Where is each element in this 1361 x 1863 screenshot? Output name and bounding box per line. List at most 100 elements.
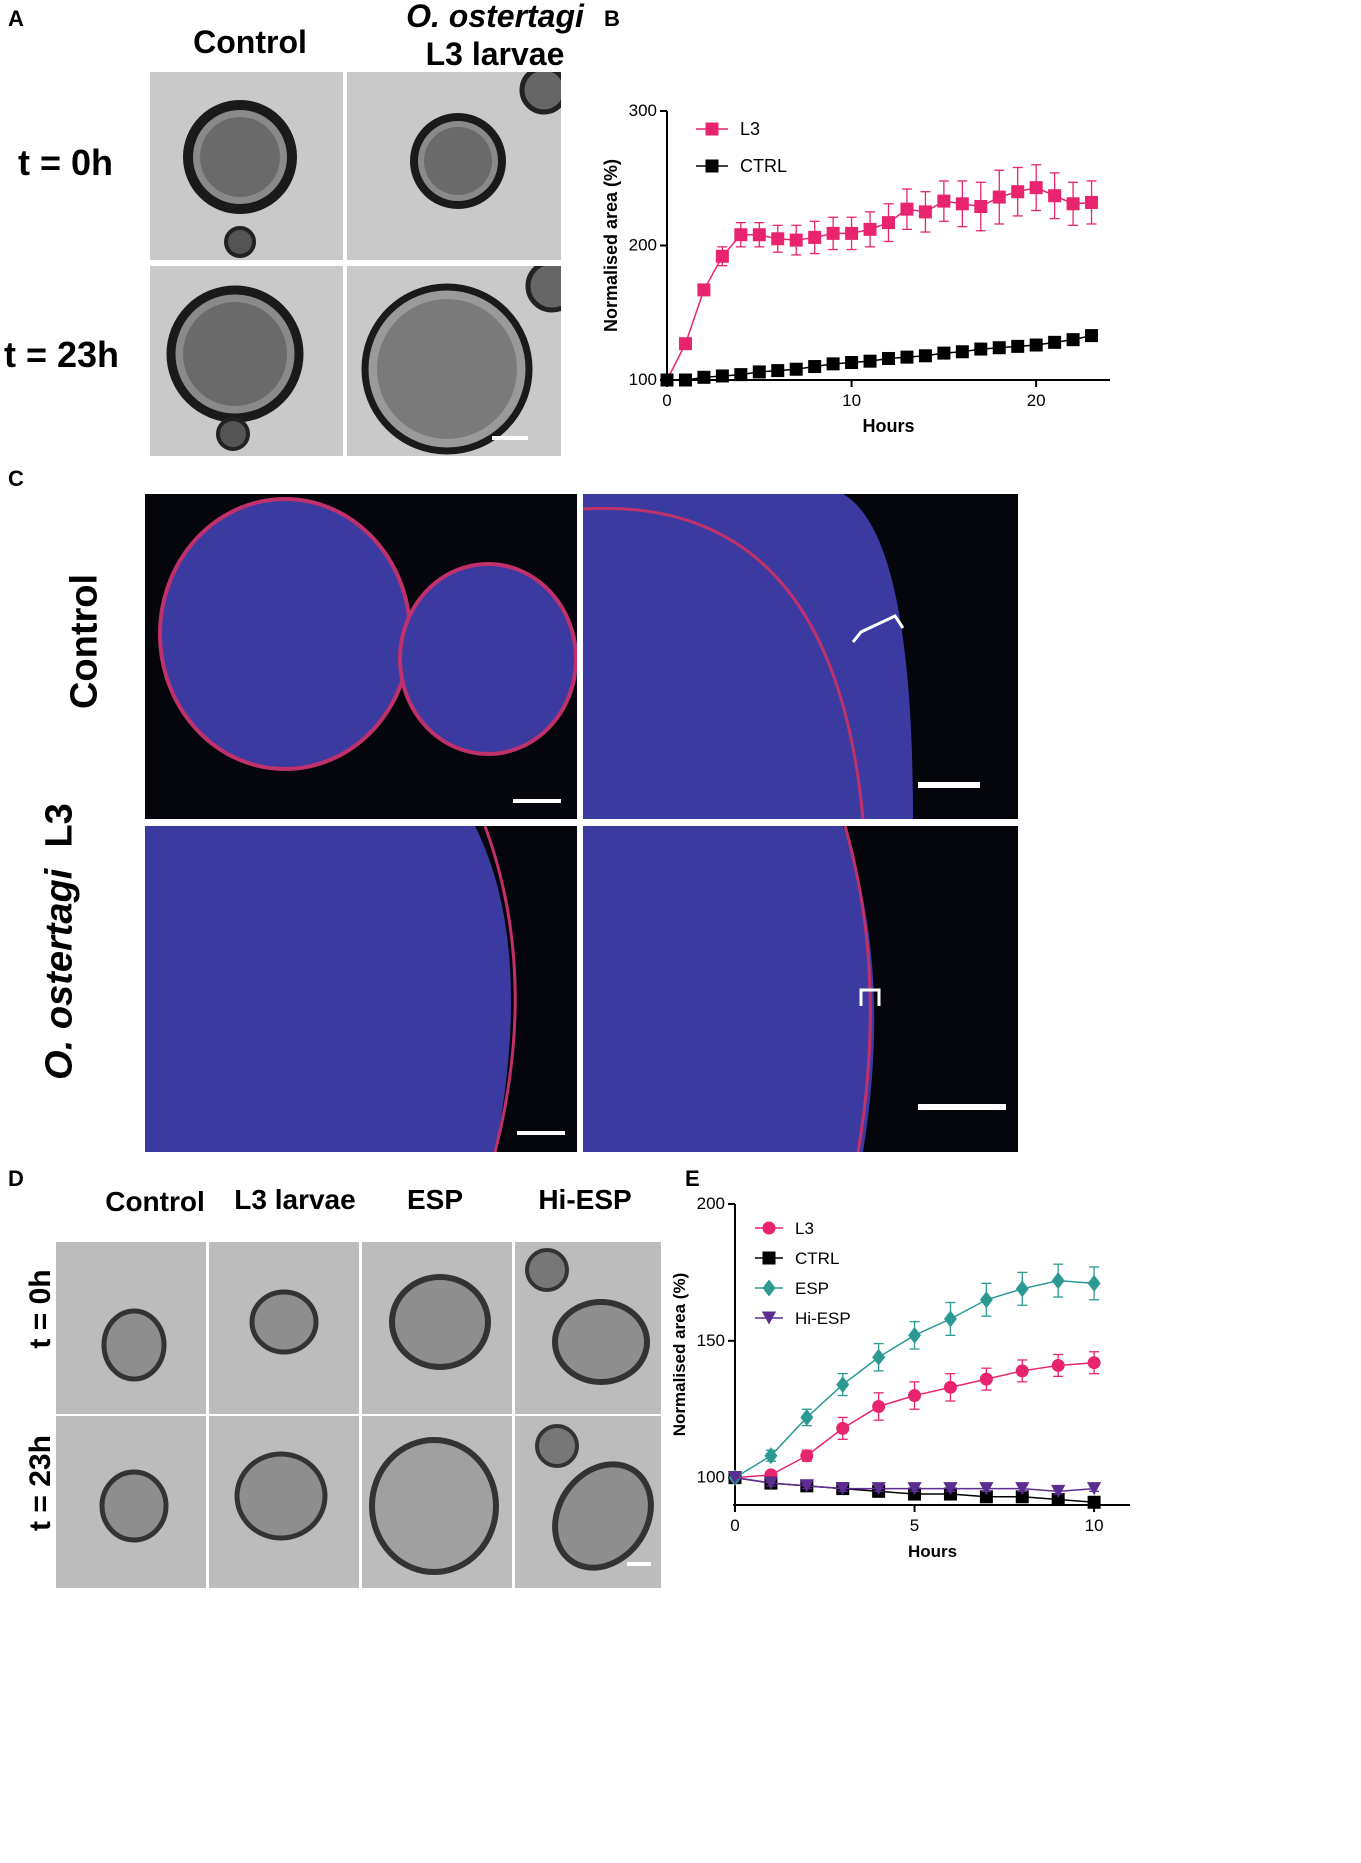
data-point-l3 (678, 337, 692, 351)
data-point-ctrl (955, 345, 969, 359)
fluorescence-c-control-zoom (583, 494, 1018, 819)
micrograph-a-control-23h (150, 266, 343, 456)
row-label-c-l3: O. ostertagi L3 (39, 782, 82, 1102)
data-point-ctrl (937, 346, 951, 360)
data-point-ctrl (826, 357, 840, 371)
row-label-d-t0: t = 0h (24, 1269, 57, 1349)
data-point-l3 (1066, 197, 1080, 211)
legend-label-esp: ESP (795, 1279, 829, 1298)
y-axis-label: Normalised area (%) (601, 159, 621, 332)
series-line-esp (734, 1279, 1095, 1479)
data-point-hi-esp (835, 1482, 850, 1496)
data-point-hi-esp (1086, 1482, 1102, 1496)
organoid-image (535, 1424, 654, 1571)
x-tick-label: 0 (730, 1516, 739, 1535)
data-point-l3 (992, 190, 1006, 204)
x-tick-label: 10 (1085, 1516, 1104, 1535)
data-point-hi-esp (979, 1482, 994, 1496)
data-point-hi-esp (907, 1482, 922, 1496)
data-point-l3 (1015, 1364, 1029, 1378)
data-point-l3 (863, 222, 877, 236)
data-point-ctrl (979, 1490, 993, 1504)
organoid-image (361, 266, 561, 455)
series-line-l3 (666, 186, 1092, 381)
x-axis-label: Hours (908, 1542, 957, 1561)
organoid-image (389, 1274, 491, 1370)
data-point-ctrl (1087, 1495, 1101, 1509)
micrograph-d-control-23h (56, 1416, 206, 1588)
chart-e: 100 150 200 0 5 10 Hours Normalised area (%) L3 C… (670, 1194, 1130, 1561)
organoid-image (101, 1308, 167, 1382)
scale-bar (918, 1104, 1006, 1110)
fluorescence-c-control-overview (145, 494, 577, 819)
data-point-ctrl (1015, 1490, 1029, 1504)
x-tick-label: 10 (842, 391, 861, 410)
data-point-ctrl (1029, 338, 1043, 352)
data-point-ctrl (1011, 339, 1025, 353)
data-point-ctrl (863, 354, 877, 368)
data-point-l3 (800, 1449, 814, 1463)
data-point-l3 (955, 197, 969, 211)
data-point-l3 (836, 1421, 850, 1435)
legend-label-hi-esp: Hi-ESP (795, 1309, 851, 1328)
col-header-d-l3: L3 larvae (234, 1184, 356, 1215)
data-point-l3 (937, 194, 951, 208)
series-line-l3 (734, 1361, 1095, 1479)
data-point-l3 (697, 283, 711, 297)
data-point-l3 (808, 230, 822, 244)
y-tick-label: 300 (629, 101, 657, 120)
data-point-ctrl (900, 350, 914, 364)
micrograph-a-l3-0h (347, 72, 561, 260)
scale-bar (513, 799, 561, 803)
data-point-ctrl (992, 341, 1006, 355)
row-label-c-control: Control (63, 573, 106, 710)
y-tick-label: 200 (697, 1194, 725, 1213)
data-point-l3 (882, 216, 895, 230)
legend-label-l3: L3 (795, 1219, 814, 1238)
row-label-c-stage: L3 (38, 803, 81, 848)
panel-label-e: E (685, 1166, 700, 1191)
y-axis-label: Normalised area (%) (670, 1273, 689, 1436)
legend-label-l3: L3 (740, 119, 760, 139)
data-point-ctrl (734, 368, 748, 382)
panel-label-a: A (8, 6, 24, 31)
data-point-l3 (752, 228, 766, 242)
data-point-l3 (715, 249, 729, 263)
organoid-image (583, 494, 913, 819)
legend-label-ctrl: CTRL (795, 1249, 839, 1268)
data-point-l3 (826, 226, 840, 240)
legend-marker-ctrl (762, 1251, 776, 1265)
data-point-l3 (771, 232, 785, 246)
data-point-l3 (1051, 1358, 1065, 1372)
legend-marker-l3 (705, 122, 719, 136)
micrograph-d-hiesp-23h (515, 1416, 661, 1588)
data-point-l3 (943, 1380, 957, 1394)
scale-bar (492, 436, 528, 440)
data-point-ctrl (771, 364, 785, 378)
data-point-ctrl (882, 351, 895, 365)
organoid-image (525, 1248, 650, 1385)
row-label-t0: t = 0h (18, 142, 114, 183)
micrograph-d-l3-0h (209, 1242, 359, 1414)
x-tick-label: 20 (1027, 391, 1046, 410)
data-point-ctrl (974, 342, 988, 356)
data-point-l3 (974, 199, 988, 213)
data-point-hi-esp (1015, 1482, 1030, 1496)
data-point-ctrl (1048, 335, 1062, 349)
col-header-d-esp: ESP (406, 1184, 464, 1215)
data-point-ctrl (1051, 1493, 1065, 1507)
data-point-hi-esp (943, 1482, 958, 1496)
col-header-l3-larvae: L3 larvae (425, 36, 565, 72)
data-point-l3 (845, 226, 859, 240)
data-point-hi-esp (763, 1476, 779, 1490)
organoid-image (234, 1451, 328, 1541)
organoid-image (183, 100, 297, 258)
data-point-esp (1087, 1274, 1101, 1292)
data-point-hi-esp (1051, 1484, 1066, 1498)
data-point-ctrl (697, 370, 711, 384)
data-point-ctrl (808, 360, 822, 374)
data-point-esp (943, 1310, 957, 1328)
row-label-t23: t = 23h (4, 334, 120, 375)
x-axis-label: Hours (862, 416, 914, 436)
fluorescence-c-l3-overview (145, 826, 577, 1152)
